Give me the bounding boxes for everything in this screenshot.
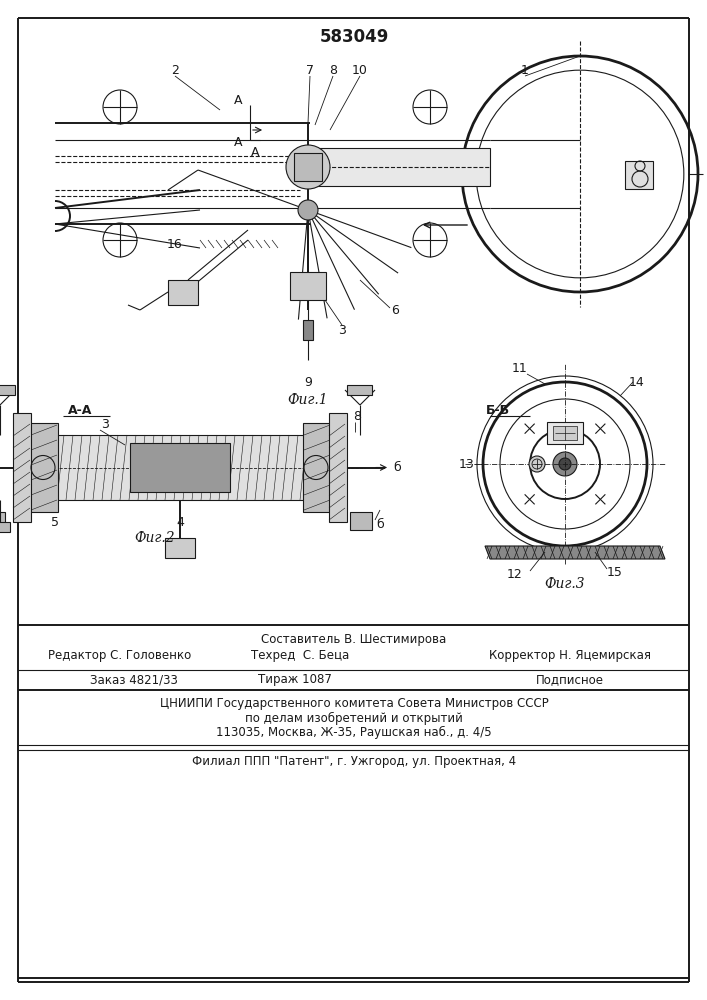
Text: A-A: A-A (68, 403, 92, 416)
Bar (165, 538, 195, 558)
Bar (303, 320, 313, 340)
Text: 6: 6 (391, 304, 399, 316)
Text: Подписное: Подписное (536, 674, 604, 686)
Text: 8: 8 (329, 64, 337, 77)
Text: 2: 2 (171, 64, 179, 77)
Text: Составитель В. Шестимирова: Составитель В. Шестимирова (262, 634, 447, 647)
Text: 16: 16 (167, 238, 183, 251)
Circle shape (298, 200, 318, 220)
Text: Корректор Н. Яцемирская: Корректор Н. Яцемирская (489, 648, 651, 662)
Bar (290, 272, 326, 300)
Text: Фиг.3: Фиг.3 (544, 577, 585, 591)
Text: Фиг.1: Фиг.1 (288, 393, 328, 407)
Text: Филиал ППП "Патент", г. Ужгород, ул. Проектная, 4: Филиал ППП "Патент", г. Ужгород, ул. Про… (192, 756, 516, 768)
Text: 3: 3 (338, 324, 346, 336)
Bar (30, 423, 58, 512)
Text: 1: 1 (521, 64, 529, 77)
Circle shape (286, 145, 330, 189)
Text: 4: 4 (176, 516, 184, 528)
Text: 7: 7 (306, 64, 314, 77)
Bar (303, 423, 331, 512)
Polygon shape (485, 546, 665, 559)
Text: 10: 10 (352, 64, 368, 77)
Circle shape (553, 452, 577, 476)
Bar (0, 522, 10, 532)
Text: 5: 5 (51, 516, 59, 528)
Text: 8: 8 (353, 410, 361, 424)
Bar (55, 435, 305, 500)
Text: А: А (234, 135, 243, 148)
Bar (547, 422, 583, 444)
Circle shape (559, 458, 571, 470)
Text: 15: 15 (607, 566, 623, 578)
Text: Редактор С. Головенко: Редактор С. Головенко (48, 648, 192, 662)
Text: Заказ 4821/33: Заказ 4821/33 (90, 674, 178, 686)
Text: Фиг.2: Фиг.2 (135, 531, 175, 545)
Text: 113035, Москва, Ж-35, Раушская наб., д. 4/5: 113035, Москва, Ж-35, Раушская наб., д. … (216, 725, 492, 739)
Text: 13: 13 (459, 458, 475, 471)
Text: б: б (376, 518, 384, 532)
Bar (329, 413, 347, 522)
Bar (0, 512, 5, 530)
Text: Техред  С. Беца: Техред С. Беца (251, 648, 349, 662)
Text: 583049: 583049 (320, 28, 389, 46)
Text: ЦНИИПИ Государственного комитета Совета Министров СССР: ЦНИИПИ Государственного комитета Совета … (160, 698, 549, 710)
Text: Тираж 1087: Тираж 1087 (258, 674, 332, 686)
Bar (350, 512, 372, 530)
Bar (294, 153, 322, 181)
Text: 9: 9 (304, 375, 312, 388)
Bar (168, 280, 198, 305)
Circle shape (529, 456, 545, 472)
Text: А: А (251, 146, 259, 159)
Text: Б-Б: Б-Б (486, 403, 510, 416)
Text: 11: 11 (512, 362, 528, 375)
Text: б: б (393, 461, 401, 474)
Text: 3: 3 (101, 418, 109, 432)
Bar (308, 148, 490, 186)
Bar (625, 161, 653, 189)
Text: по делам изобретений и открытий: по делам изобретений и открытий (245, 711, 463, 725)
Bar (347, 385, 372, 395)
Circle shape (300, 159, 316, 175)
Text: А: А (234, 94, 243, 106)
Bar (553, 426, 577, 440)
Bar (0, 385, 15, 395)
Bar (130, 443, 230, 492)
Text: 12: 12 (507, 568, 523, 580)
Text: 14: 14 (629, 375, 645, 388)
Bar (13, 413, 31, 522)
